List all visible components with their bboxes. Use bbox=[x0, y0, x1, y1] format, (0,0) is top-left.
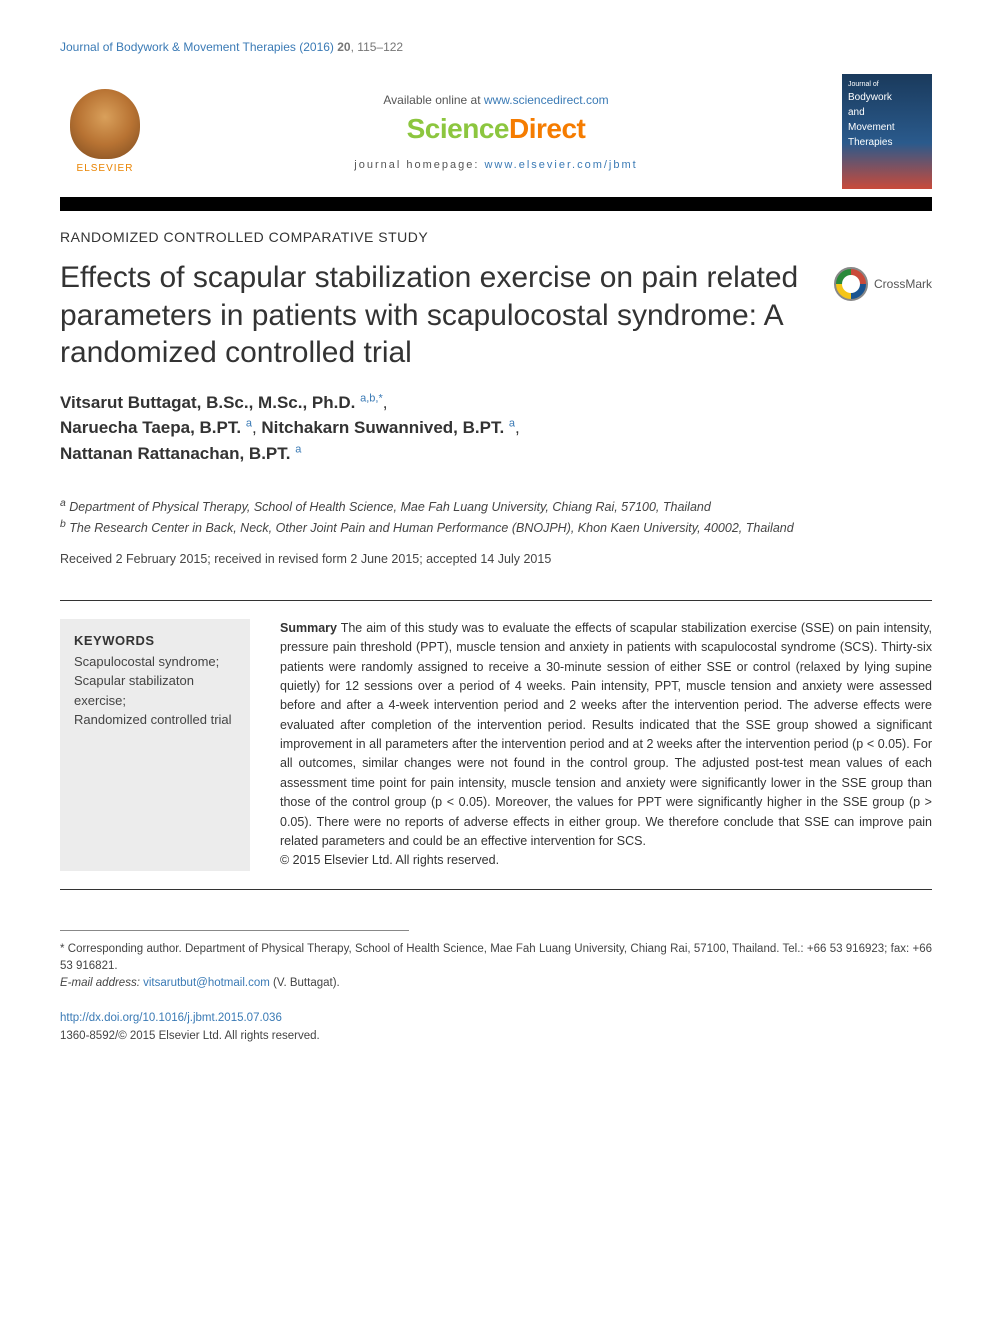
author-1-corresponding-link[interactable]: * bbox=[378, 392, 382, 404]
abstract-region: KEYWORDS Scapulocostal syndrome; Scapula… bbox=[60, 600, 932, 890]
email-label: E-mail address: bbox=[60, 977, 143, 989]
elsevier-logo[interactable]: ELSEVIER bbox=[60, 82, 150, 182]
journal-homepage-text: journal homepage: www.elsevier.com/jbmt bbox=[150, 159, 842, 171]
keywords-heading: KEYWORDS bbox=[74, 633, 236, 648]
journal-name-link[interactable]: Journal of Bodywork & Movement Therapies… bbox=[60, 40, 337, 54]
summary-body: The aim of this study was to evaluate th… bbox=[280, 621, 932, 848]
publisher-banner: ELSEVIER Available online at www.science… bbox=[60, 74, 932, 189]
summary-label: Summary bbox=[280, 621, 337, 635]
affiliations: a Department of Physical Therapy, School… bbox=[60, 496, 932, 538]
pages: 115–122 bbox=[357, 40, 403, 54]
author-2: Naruecha Taepa, B.PT. bbox=[60, 418, 246, 437]
keywords-list: Scapulocostal syndrome; Scapular stabili… bbox=[74, 652, 236, 730]
author-2-affiliation-link[interactable]: a bbox=[246, 417, 252, 429]
available-online-text: Available online at www.sciencedirect.co… bbox=[150, 93, 842, 107]
author-3: Nitchakarn Suwannived, B.PT. bbox=[261, 418, 509, 437]
affiliation-a-text: Department of Physical Therapy, School o… bbox=[66, 500, 711, 514]
sciencedirect-block: Available online at www.sciencedirect.co… bbox=[150, 93, 842, 171]
author-4: Nattanan Rattanachan, B.PT. bbox=[60, 444, 295, 463]
article-title: Effects of scapular stabilization exerci… bbox=[60, 259, 814, 372]
sciencedirect-url-link[interactable]: www.sciencedirect.com bbox=[484, 93, 609, 107]
summary-copyright: © 2015 Elsevier Ltd. All rights reserved… bbox=[280, 853, 499, 867]
corresponding-email-link[interactable]: vitsarutbut@hotmail.com bbox=[143, 977, 270, 989]
footnote-separator bbox=[60, 930, 409, 931]
article-type: RANDOMIZED CONTROLLED COMPARATIVE STUDY bbox=[60, 229, 932, 245]
email-suffix: (V. Buttagat). bbox=[270, 977, 340, 989]
footnotes: * Corresponding author. Department of Ph… bbox=[60, 941, 932, 993]
author-3-affiliation-link[interactable]: a bbox=[509, 417, 515, 429]
doi-link[interactable]: http://dx.doi.org/10.1016/j.jbmt.2015.07… bbox=[60, 1012, 282, 1024]
crossmark-icon bbox=[834, 267, 868, 301]
journal-homepage-link[interactable]: www.elsevier.com/jbmt bbox=[484, 159, 637, 171]
divider-bar bbox=[60, 197, 932, 211]
crossmark-label: CrossMark bbox=[874, 277, 932, 291]
affiliation-b-text: The Research Center in Back, Neck, Other… bbox=[66, 521, 794, 535]
elsevier-label: ELSEVIER bbox=[77, 163, 134, 174]
authors-list: Vitsarut Buttagat, B.Sc., M.Sc., Ph.D. a… bbox=[60, 390, 932, 467]
author-4-affiliation-link[interactable]: a bbox=[295, 443, 301, 455]
corresponding-author-note: * Corresponding author. Department of Ph… bbox=[60, 941, 932, 976]
author-1: Vitsarut Buttagat, B.Sc., M.Sc., Ph.D. bbox=[60, 393, 360, 412]
elsevier-tree-icon bbox=[70, 89, 140, 159]
keywords-box: KEYWORDS Scapulocostal syndrome; Scapula… bbox=[60, 619, 250, 871]
volume: 20 bbox=[337, 40, 350, 54]
author-1-affiliation-link[interactable]: a,b, bbox=[360, 392, 378, 404]
issn-copyright: 1360-8592/© 2015 Elsevier Ltd. All right… bbox=[60, 1030, 320, 1042]
article-dates: Received 2 February 2015; received in re… bbox=[60, 552, 932, 566]
sciencedirect-logo[interactable]: ScienceDirect bbox=[150, 113, 842, 145]
journal-citation: Journal of Bodywork & Movement Therapies… bbox=[60, 40, 932, 54]
journal-cover-thumbnail[interactable]: Journal of Bodywork and Movement Therapi… bbox=[842, 74, 932, 189]
summary-text: Summary The aim of this study was to eva… bbox=[280, 619, 932, 871]
doi-block: http://dx.doi.org/10.1016/j.jbmt.2015.07… bbox=[60, 1010, 932, 1045]
crossmark-badge[interactable]: CrossMark bbox=[834, 267, 932, 301]
